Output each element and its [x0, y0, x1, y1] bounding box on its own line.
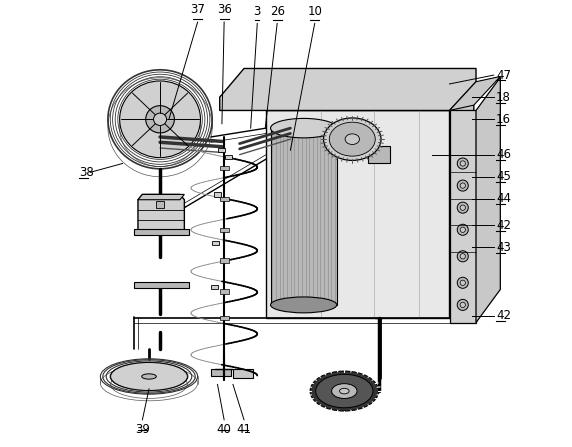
Text: 44: 44	[496, 192, 511, 205]
Ellipse shape	[271, 297, 337, 313]
Bar	[220, 316, 229, 320]
Bar	[220, 258, 229, 263]
Ellipse shape	[340, 388, 349, 394]
Bar	[211, 285, 218, 289]
Ellipse shape	[460, 205, 466, 211]
Text: 41: 41	[236, 423, 252, 436]
Text: 47: 47	[496, 68, 511, 82]
Text: 3: 3	[253, 4, 261, 18]
Polygon shape	[133, 229, 189, 235]
Text: 18: 18	[496, 91, 511, 104]
Ellipse shape	[460, 302, 466, 308]
Polygon shape	[450, 110, 476, 323]
Text: 42: 42	[496, 309, 511, 322]
Text: 45: 45	[496, 170, 511, 183]
Ellipse shape	[457, 202, 468, 213]
Bar	[212, 241, 219, 245]
Text: 42: 42	[496, 219, 511, 232]
Ellipse shape	[329, 122, 375, 156]
Bar	[214, 192, 221, 197]
Text: 36: 36	[217, 3, 232, 17]
Bar	[220, 228, 229, 232]
Ellipse shape	[345, 134, 359, 144]
Polygon shape	[450, 77, 474, 318]
Bar	[225, 155, 232, 159]
Text: 26: 26	[269, 4, 285, 18]
Ellipse shape	[460, 161, 466, 166]
Polygon shape	[271, 128, 337, 305]
Text: 46: 46	[496, 148, 511, 161]
Text: 16: 16	[496, 113, 511, 126]
Bar	[220, 197, 229, 201]
Ellipse shape	[457, 224, 468, 235]
Ellipse shape	[460, 227, 466, 232]
Ellipse shape	[310, 371, 379, 411]
Ellipse shape	[460, 183, 466, 188]
Polygon shape	[476, 77, 500, 323]
Polygon shape	[133, 282, 189, 288]
Ellipse shape	[146, 105, 174, 133]
Ellipse shape	[457, 251, 468, 262]
Ellipse shape	[457, 158, 468, 169]
Polygon shape	[211, 369, 231, 376]
Ellipse shape	[316, 375, 373, 408]
Ellipse shape	[457, 299, 468, 310]
Ellipse shape	[457, 277, 468, 288]
Polygon shape	[138, 194, 184, 200]
Bar	[368, 146, 390, 164]
Ellipse shape	[324, 118, 381, 160]
Bar	[220, 166, 229, 170]
Polygon shape	[233, 369, 253, 378]
Text: 43: 43	[496, 241, 511, 254]
Ellipse shape	[120, 81, 200, 158]
Bar	[156, 201, 165, 208]
Polygon shape	[220, 68, 476, 110]
Ellipse shape	[142, 374, 156, 379]
Polygon shape	[266, 77, 474, 110]
Bar	[220, 289, 229, 294]
Ellipse shape	[110, 363, 188, 390]
Text: 38: 38	[79, 166, 94, 179]
Polygon shape	[450, 76, 500, 110]
Polygon shape	[266, 110, 450, 318]
Ellipse shape	[271, 118, 337, 138]
Bar	[219, 148, 225, 152]
Text: 10: 10	[307, 4, 322, 18]
Ellipse shape	[332, 384, 357, 398]
Ellipse shape	[460, 253, 466, 259]
Text: 40: 40	[217, 423, 232, 436]
Text: 39: 39	[135, 423, 150, 436]
Ellipse shape	[460, 280, 466, 286]
Ellipse shape	[153, 113, 166, 126]
Ellipse shape	[457, 180, 468, 191]
Polygon shape	[138, 194, 184, 230]
Text: 37: 37	[190, 3, 205, 17]
